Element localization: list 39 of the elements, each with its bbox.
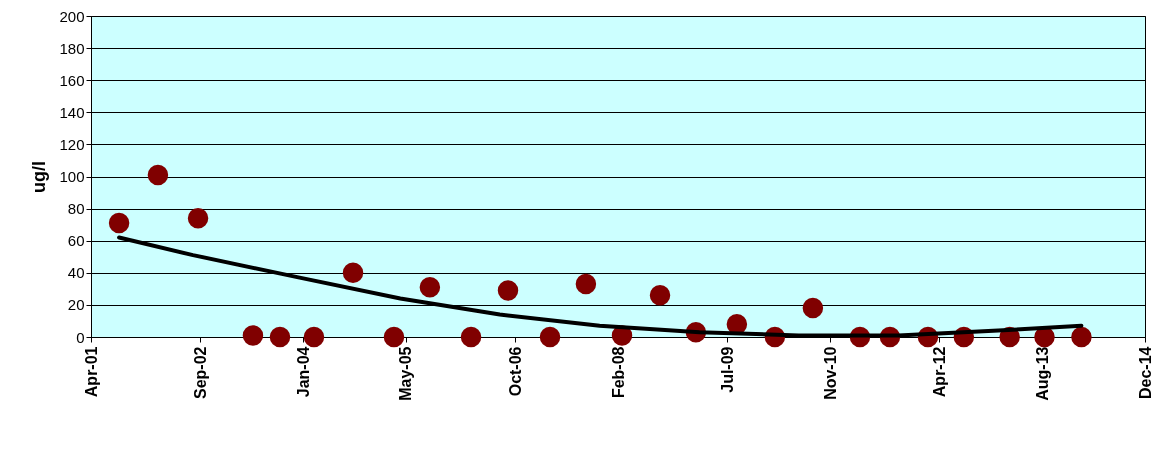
y-tick-label: 180 — [59, 39, 85, 57]
x-tick-label: Feb-08 — [609, 346, 627, 399]
y-tick-label: 120 — [59, 135, 85, 153]
point — [147, 164, 169, 186]
point — [242, 325, 264, 346]
y-tick-label: 60 — [67, 232, 85, 250]
y-tick-label: 200 — [59, 7, 85, 25]
y-tick-label: 0 — [76, 328, 85, 346]
x-tick-label: Apr-12 — [930, 346, 948, 398]
point — [269, 326, 291, 348]
x-tick-label: Sep-02 — [191, 346, 209, 399]
x-tick-label: Apr-01 — [82, 346, 100, 398]
x-tick-label: Jan-04 — [294, 346, 312, 398]
x-tick-label: Dec-14 — [1136, 346, 1154, 399]
point — [539, 326, 561, 348]
point — [460, 326, 482, 348]
point — [497, 280, 519, 301]
x-tick-label: Oct-06 — [506, 346, 524, 397]
y-tick-label: 40 — [67, 264, 85, 282]
point — [419, 277, 441, 298]
point — [802, 297, 824, 319]
x-tick-label: May-05 — [397, 346, 415, 401]
point — [649, 285, 671, 306]
x-tick-label: Aug-13 — [1033, 346, 1051, 401]
point — [108, 212, 130, 234]
point — [575, 273, 597, 295]
x-tick-label: Jul-09 — [718, 346, 736, 393]
point — [303, 326, 325, 348]
x-tick-label: Nov-10 — [821, 346, 839, 400]
point — [383, 326, 405, 348]
point — [1071, 326, 1092, 348]
y-tick-label: 80 — [67, 200, 85, 218]
point — [187, 208, 209, 229]
y-tick-label: 140 — [59, 103, 85, 121]
y-tick-label: 100 — [59, 168, 85, 185]
y-tick-label: 160 — [59, 71, 85, 89]
y-tick-label: 20 — [67, 296, 85, 314]
point — [342, 262, 364, 284]
y-axis-title: ug/l — [29, 161, 50, 193]
